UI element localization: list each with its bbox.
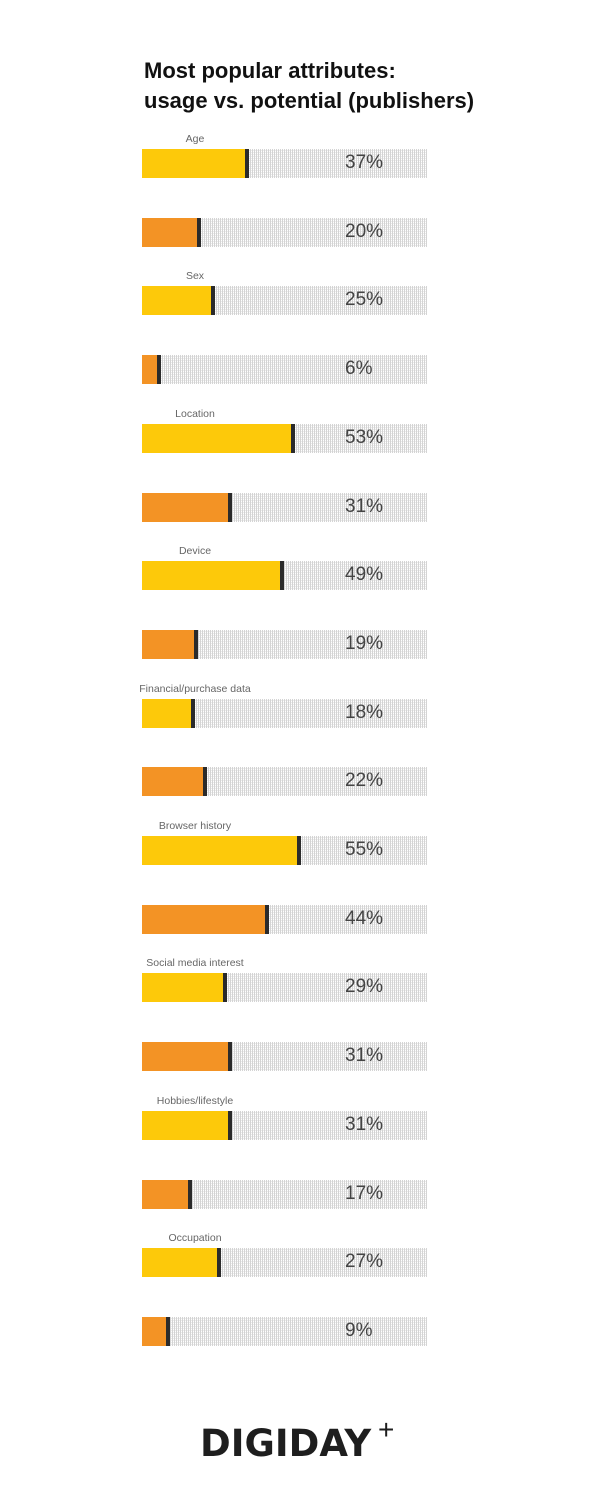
- bar-track: 29%: [142, 973, 427, 1003]
- bar-track: 27%: [142, 1248, 427, 1278]
- bar: [142, 492, 231, 522]
- bar-marker: [245, 149, 250, 178]
- bar-marker: [291, 423, 296, 453]
- title-line-1: Most popular attributes:: [144, 58, 396, 83]
- data-label: 22%: [345, 770, 384, 792]
- bar-track: 17%: [142, 1179, 427, 1209]
- title-line-2: usage vs. potential (publishers): [144, 88, 475, 113]
- data-label: 17%: [345, 1182, 384, 1204]
- logo-plus: +: [378, 1414, 395, 1445]
- bar-marker: [296, 836, 301, 865]
- category-label: Browser history: [158, 820, 232, 832]
- bar: [142, 561, 282, 591]
- bar-marker: [157, 355, 162, 385]
- bar: [142, 355, 160, 385]
- category-label: Hobbies/lifestyle: [156, 1094, 234, 1107]
- bar-marker: [228, 492, 233, 522]
- data-label: 9%: [345, 1319, 373, 1341]
- bar: [142, 836, 299, 865]
- bar-marker: [165, 1316, 170, 1346]
- bar-track: 22%: [142, 767, 427, 797]
- category-label: Age: [185, 133, 205, 145]
- bar-marker: [228, 1110, 233, 1140]
- data-label: 31%: [345, 1113, 384, 1135]
- data-label: 53%: [345, 426, 384, 448]
- bar-marker: [194, 629, 199, 659]
- data-label: 6%: [345, 358, 373, 380]
- data-label: 29%: [345, 976, 384, 998]
- data-label: 49%: [345, 564, 384, 586]
- data-label: 27%: [345, 1251, 384, 1273]
- bar-marker: [188, 1179, 193, 1209]
- bar: [142, 904, 268, 934]
- data-label: 37%: [345, 152, 384, 173]
- bar: [142, 767, 205, 797]
- bar-track: 6%: [142, 355, 427, 385]
- bar: [142, 149, 248, 178]
- bar-track: 25%: [142, 286, 427, 316]
- data-label: 25%: [345, 289, 384, 311]
- category-label: Occupation: [168, 1232, 222, 1245]
- chart-title: Most popular attributes: usage vs. poten…: [144, 56, 474, 116]
- bar-marker: [265, 904, 270, 934]
- bar-marker: [216, 1248, 221, 1278]
- category-label: Financial/purchase data: [139, 682, 251, 695]
- bar-track: 31%: [142, 492, 427, 522]
- bar-marker: [222, 973, 227, 1003]
- bar-marker: [279, 561, 284, 591]
- data-label: 31%: [345, 1045, 384, 1067]
- logo-text: DIGIDAY: [200, 1422, 372, 1465]
- category-label: Device: [178, 545, 212, 558]
- bar-marker: [211, 286, 216, 316]
- data-label: 19%: [345, 632, 384, 654]
- bar-track: 44%: [142, 904, 427, 934]
- data-label: 20%: [345, 220, 384, 242]
- bar: [142, 629, 197, 659]
- data-label: 31%: [345, 495, 384, 517]
- bar: [142, 1179, 191, 1209]
- bar: [142, 217, 199, 247]
- digiday-logo: DIGIDAY: [200, 1422, 371, 1465]
- category-label: Sex: [185, 270, 205, 283]
- bar-track: 49%: [142, 561, 427, 591]
- data-label: 44%: [345, 907, 384, 929]
- bar-track: 18%: [142, 698, 427, 728]
- bar-track: 55%: [142, 836, 427, 865]
- bar: [142, 698, 194, 728]
- data-label: 55%: [345, 839, 384, 860]
- bar-track: 19%: [142, 629, 427, 659]
- category-label: Social media interest: [146, 957, 244, 970]
- data-label: 18%: [345, 701, 384, 723]
- bar-marker: [202, 767, 207, 797]
- bar: [142, 423, 294, 453]
- bar: [142, 286, 214, 316]
- bar-track: 9%: [142, 1316, 427, 1346]
- bar-track: 31%: [142, 1042, 427, 1072]
- bar: [142, 1110, 231, 1140]
- bar: [142, 973, 225, 1003]
- bar: [142, 1316, 168, 1346]
- bar-track: 31%: [142, 1110, 427, 1140]
- bar: [142, 1042, 231, 1072]
- bar-marker: [197, 217, 201, 247]
- bar-track: 53%: [142, 423, 427, 453]
- bar-marker: [191, 698, 196, 728]
- bar: [142, 1248, 219, 1278]
- bar-track: 20%: [142, 217, 427, 247]
- category-label: Location: [175, 407, 215, 420]
- bar-track: 37%: [142, 149, 427, 178]
- bar-marker: [228, 1042, 233, 1072]
